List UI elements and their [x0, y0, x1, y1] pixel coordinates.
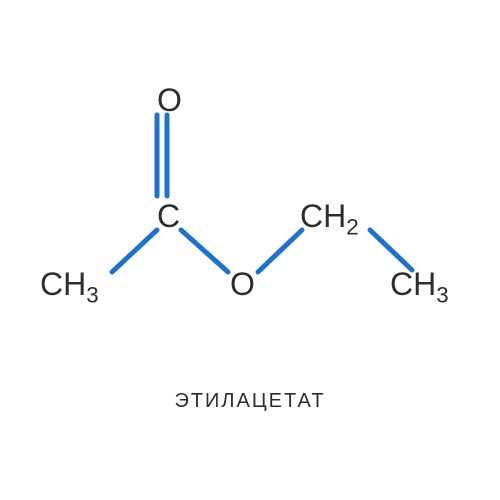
- bonds-svg: [0, 0, 500, 500]
- chemical-diagram: O C CH3 O CH2 CH3 ЭТИЛАЦЕТАТ: [0, 0, 500, 500]
- atom-ch3-left: CH3: [40, 266, 99, 303]
- atom-ch3-right: CH3: [390, 266, 449, 303]
- atom-ch2: CH2: [300, 198, 359, 235]
- atom-c-center: C: [157, 198, 180, 235]
- atom-o-top: O: [157, 82, 182, 119]
- compound-name: ЭТИЛАЦЕТАТ: [0, 390, 500, 413]
- atom-o-bottom: O: [230, 266, 255, 303]
